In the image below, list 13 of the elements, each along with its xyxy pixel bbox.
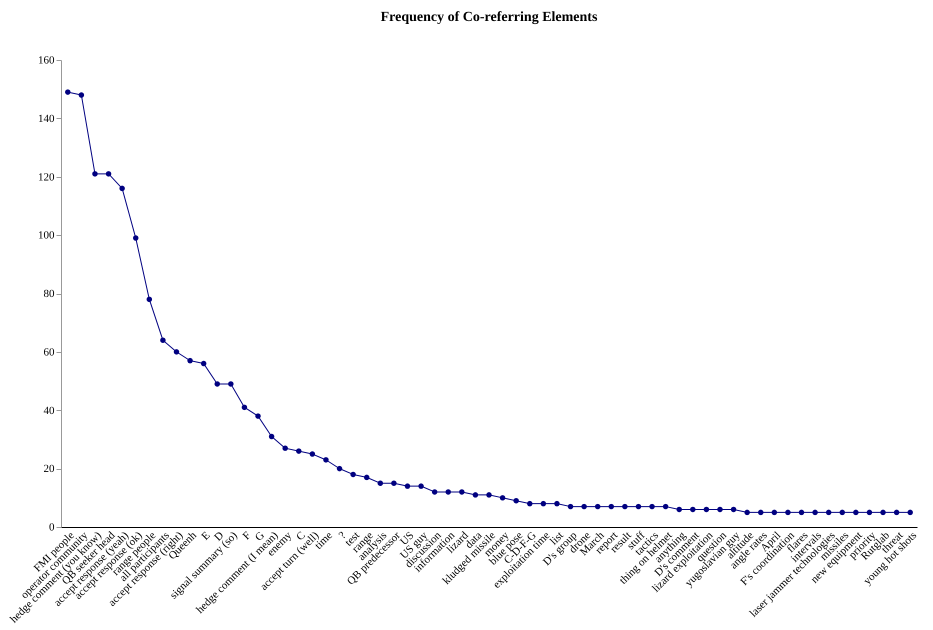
y-tick-label: 0 [49, 522, 55, 534]
x-tick-label: F [240, 530, 254, 542]
y-tick-label: 160 [38, 54, 55, 66]
y-tick-label: 100 [38, 230, 55, 242]
y-tick-label: 120 [38, 171, 55, 184]
y-tick-label: 140 [38, 112, 55, 125]
y-tick-label: 20 [44, 463, 55, 476]
x-tick-label: ? [336, 529, 349, 542]
y-tick-label: 80 [44, 288, 55, 300]
chart-title: Frequency of Co-referring Elements [380, 10, 598, 25]
y-tick-label: 60 [44, 346, 55, 358]
x-tick-label: E [199, 529, 213, 543]
y-tick-label: 40 [44, 404, 55, 417]
